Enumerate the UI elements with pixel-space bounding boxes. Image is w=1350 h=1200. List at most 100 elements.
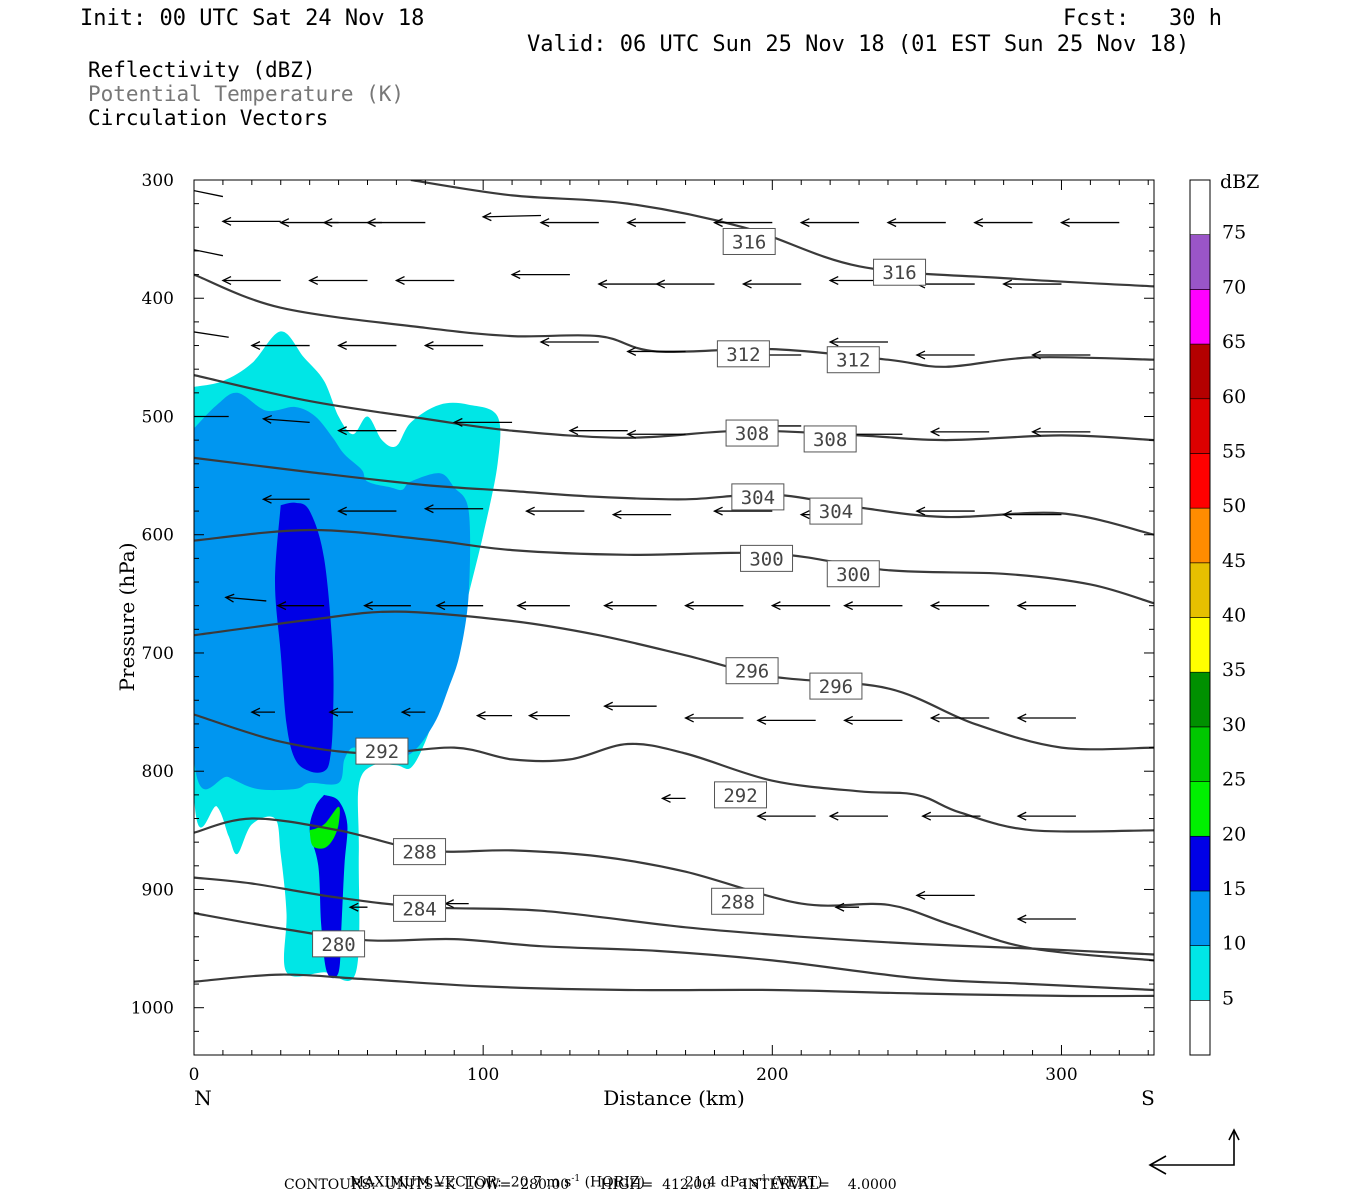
y-tick-label: 500 bbox=[142, 407, 174, 427]
circulation-vector-5 bbox=[481, 212, 542, 222]
theta-label-text: 316 bbox=[882, 262, 916, 284]
circulation-vector-70 bbox=[684, 713, 744, 723]
theta-contour-288 bbox=[194, 817, 1154, 962]
circulation-vector-39 bbox=[626, 429, 686, 439]
colorbar-bin-15 bbox=[1189, 835, 1211, 892]
field-label-theta: Potential Temperature (K) bbox=[88, 82, 405, 106]
circulation-vector-71 bbox=[756, 715, 816, 725]
circulation-vector-75 bbox=[660, 793, 686, 803]
theta-label-296-11: 296 bbox=[809, 672, 863, 700]
colorbar-label-20: 20 bbox=[1222, 823, 1246, 845]
theta-label-text: 316 bbox=[732, 231, 766, 253]
circulation-vector-0 bbox=[194, 189, 224, 198]
circulation-vector-73 bbox=[929, 713, 990, 723]
circulation-vector-64 bbox=[250, 707, 275, 717]
circulation-vector-54 bbox=[276, 601, 325, 611]
circulation-vector-6 bbox=[539, 218, 599, 228]
circulation-vector-77 bbox=[828, 811, 888, 821]
colorbar-label-50: 50 bbox=[1222, 495, 1246, 517]
theta-label-288-15: 288 bbox=[711, 887, 765, 915]
y-tick-label: 1000 bbox=[131, 999, 174, 1019]
circulation-vector-19 bbox=[655, 279, 715, 289]
theta-label-316-0: 316 bbox=[722, 227, 776, 255]
theta-label-text: 292 bbox=[365, 741, 399, 763]
x-axis-label: Distance (km) bbox=[603, 1086, 745, 1110]
circulation-vector-13 bbox=[194, 249, 224, 257]
valid-time: Valid: 06 UTC Sun 25 Nov 18 (01 EST Sun … bbox=[527, 32, 1190, 57]
circulation-vector-18 bbox=[597, 279, 657, 289]
theta-label-text: 284 bbox=[402, 898, 436, 920]
colorbar-bin-5 bbox=[1189, 945, 1211, 1001]
circulation-vector-69 bbox=[603, 701, 657, 711]
theta-label-text: 304 bbox=[819, 501, 853, 523]
circulation-vector-23 bbox=[1002, 279, 1062, 289]
theta-label-292-13: 292 bbox=[714, 781, 768, 809]
colorbar-bin-20 bbox=[1189, 781, 1211, 837]
circulation-vector-20 bbox=[741, 279, 802, 289]
y-tick-label: 400 bbox=[142, 289, 174, 309]
field-label-reflectivity: Reflectivity (dBZ) bbox=[88, 58, 316, 82]
x-tick-label: 200 bbox=[756, 1065, 788, 1085]
colorbar-title: dBZ bbox=[1220, 171, 1259, 193]
circulation-vector-60 bbox=[770, 601, 831, 611]
circulation-vector-83 bbox=[915, 890, 975, 900]
circulation-vector-82 bbox=[834, 902, 860, 912]
colorbar-label-60: 60 bbox=[1222, 386, 1246, 408]
circulation-vector-81 bbox=[444, 899, 469, 909]
theta-labels: 316 316 312 312 308 308 304 304 300 300 296 296 292 2… bbox=[312, 227, 927, 958]
theta-label-312-2: 312 bbox=[716, 340, 770, 368]
circulation-vector-67 bbox=[475, 711, 513, 721]
colorbar-label-10: 10 bbox=[1222, 933, 1246, 955]
theta-label-text: 296 bbox=[735, 661, 769, 683]
colorbar-label-65: 65 bbox=[1222, 331, 1246, 353]
circulation-vector-35 bbox=[261, 414, 310, 424]
theta-contour-296 bbox=[194, 610, 1154, 751]
max-vector-line: MAXIMUM VECTOR: 20.7 m s-1 (HORIZ) 21.4 … bbox=[349, 1174, 823, 1191]
colorbar-bin-70 bbox=[1189, 234, 1211, 290]
field-label-vectors: Circulation Vectors bbox=[88, 106, 329, 130]
circulation-vector-37 bbox=[452, 417, 513, 427]
circulation-vector-58 bbox=[603, 601, 657, 611]
theta-label-312-3: 312 bbox=[826, 346, 880, 374]
theta-label-text: 296 bbox=[819, 676, 853, 698]
circulation-vector-26 bbox=[337, 341, 397, 351]
circulation-vector-63 bbox=[1016, 601, 1076, 611]
circulation-vector-14 bbox=[221, 276, 281, 286]
circulation-vector-51 bbox=[915, 506, 975, 516]
colorbar-label-40: 40 bbox=[1222, 605, 1246, 627]
colorbar-label-45: 45 bbox=[1222, 550, 1246, 572]
colorbar-label-25: 25 bbox=[1222, 769, 1246, 791]
circulation-vector-57 bbox=[516, 601, 570, 611]
circulation-vector-42 bbox=[929, 427, 990, 437]
axis-titles: Distance (km) Pressure (hPa) N S bbox=[115, 543, 1155, 1110]
circulation-vector-65 bbox=[328, 707, 354, 717]
reflectivity-area-10dbz-1 bbox=[194, 392, 471, 791]
circulation-vector-78 bbox=[921, 811, 981, 821]
circulation-vector-74 bbox=[1016, 713, 1076, 723]
circulation-vector-49 bbox=[712, 506, 773, 516]
south-label: S bbox=[1141, 1086, 1155, 1110]
theta-label-308-5: 308 bbox=[803, 425, 857, 453]
circulation-vector-61 bbox=[843, 601, 903, 611]
circulation-vector-28 bbox=[539, 337, 599, 347]
plot-frame bbox=[193, 179, 1155, 1056]
circulation-vector-43 bbox=[1031, 427, 1091, 437]
colorbar-label-5: 5 bbox=[1222, 987, 1234, 1009]
theta-label-308-4: 308 bbox=[725, 419, 779, 447]
circulation-vector-25 bbox=[250, 341, 310, 351]
circulation-vector-56 bbox=[435, 601, 484, 611]
y-tick-label: 300 bbox=[142, 171, 174, 191]
colorbar-bin-55 bbox=[1189, 398, 1211, 454]
circulation-vector-7 bbox=[626, 218, 686, 228]
circulation-vector-66 bbox=[400, 707, 426, 717]
circulation-vector-27 bbox=[423, 341, 484, 351]
theta-label-300-8: 300 bbox=[740, 544, 794, 572]
forecast-hour: Fcst: 30 h bbox=[1063, 6, 1222, 31]
reflectivity-fill bbox=[194, 331, 501, 981]
circulation-vector-53 bbox=[224, 593, 267, 603]
max-vector-prefix: MAXIMUM VECTOR: 20.7 m s bbox=[349, 1174, 572, 1191]
circulation-vector-29 bbox=[626, 346, 686, 356]
colorbar-label-75: 75 bbox=[1222, 222, 1246, 244]
theta-label-text: 308 bbox=[813, 429, 847, 451]
